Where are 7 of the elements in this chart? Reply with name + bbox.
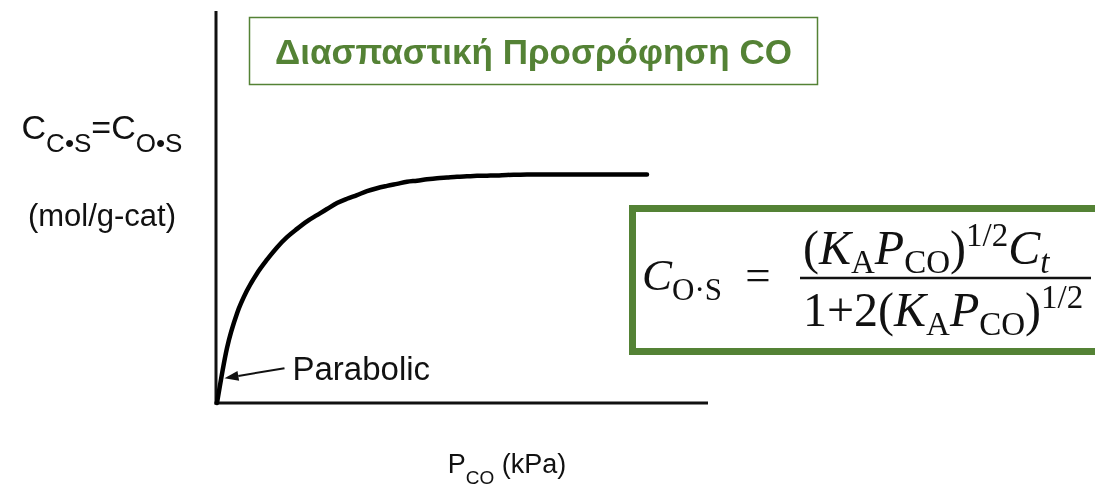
text: 1+2(K$_{A}$P$_{CO}$)$^{1/2}$	[803, 279, 1084, 342]
chart-title: Διασπαστική Προσρόφηση CO	[275, 32, 792, 71]
x-axis-title: P$_{CO}$ (kPa)	[447, 449, 567, 488]
annotation: Parabolic	[292, 350, 431, 388]
text: C$_{C•S}$=C$_{O•S}$ (mol/g-cat)	[21, 108, 183, 233]
text: (K$_{A}$P$_{CO}$)$^{1/2}$C$_{t}$	[803, 217, 1050, 280]
annotation: C$_{O·S}$ =	[642, 250, 771, 307]
